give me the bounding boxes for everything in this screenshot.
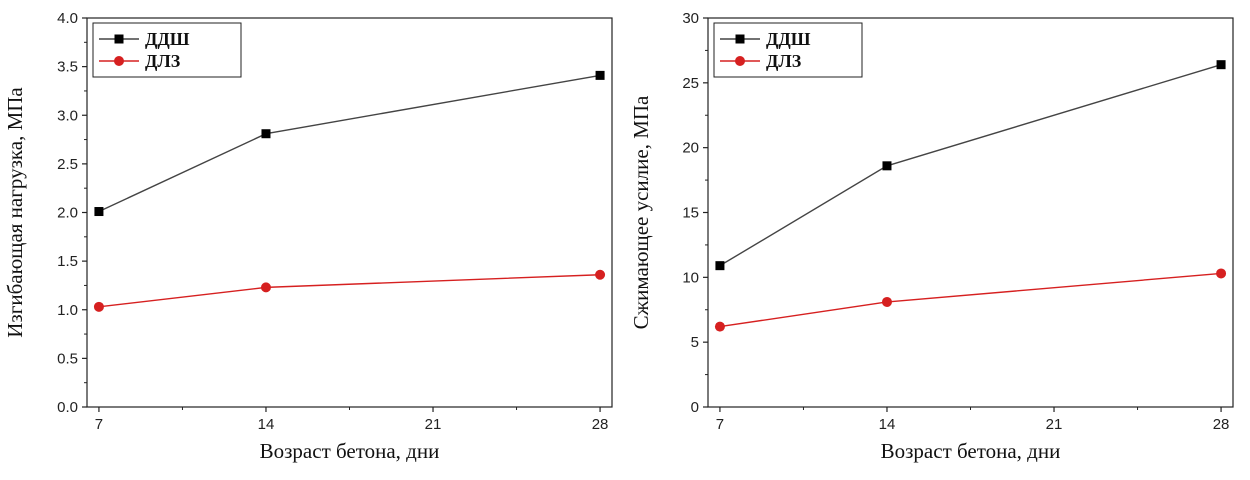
data-point: [94, 207, 104, 217]
x-tick-label: 7: [716, 416, 724, 433]
data-point: [595, 70, 605, 80]
data-point: [260, 282, 271, 293]
y-tick-label: 1.5: [57, 253, 78, 270]
x-tick-label: 21: [425, 416, 442, 433]
chart-1: 0.0 0.5 1.0 1.5 2.0 2.5 3.0 3.5 4.0 7 14 21 28 Возрас…: [3, 10, 613, 463]
series-line-1: [98, 74, 601, 213]
x-tick-label: 7: [95, 416, 103, 433]
chart-2: 0 5 10 15 20 25 30 7 14 21 28 Возраст бетона, дни Сж…: [629, 10, 1234, 463]
legend-marker: [735, 56, 745, 66]
legend-label: ДДШ: [145, 29, 190, 49]
y-tick-label: 0: [691, 399, 699, 416]
legend-marker: [735, 34, 745, 44]
data-point: [261, 129, 271, 139]
legend-label: ДДШ: [766, 29, 811, 49]
y-tick-label: 1.0: [57, 302, 78, 319]
series-line-2: [719, 272, 1222, 328]
x-tick-label: 14: [879, 416, 896, 433]
y-tick-label: 30: [682, 10, 699, 27]
data-point: [882, 161, 892, 171]
data-point: [1216, 60, 1226, 70]
y-tick-label: 3.5: [57, 59, 78, 76]
y-tick-label: 0.0: [57, 399, 78, 416]
series-line-1: [719, 64, 1222, 267]
series-line-2: [98, 274, 601, 308]
x-axis-title: Возраст бетона, дни: [881, 439, 1061, 463]
y-tick-label: 0.5: [57, 350, 78, 367]
legend-box: [713, 22, 863, 78]
x-tick-label: 28: [1213, 416, 1230, 433]
data-point: [93, 301, 104, 312]
y-tick-label: 10: [682, 269, 699, 286]
y-tick-label: 5: [691, 334, 699, 351]
x-axis-title: Возраст бетона, дни: [260, 439, 440, 463]
y-tick-label: 2.0: [57, 205, 78, 222]
data-point: [715, 261, 725, 271]
y-tick-label: 3.0: [57, 107, 78, 124]
legend-label: ДЛЗ: [145, 51, 181, 71]
data-point: [881, 296, 892, 307]
legend-box: [92, 22, 242, 78]
x-tick-label: 14: [258, 416, 275, 433]
y-axis-title: Сжимающее усилие, МПа: [629, 95, 653, 329]
x-tick-label: 28: [592, 416, 609, 433]
y-axis-title: Изгибающая нагрузка, МПа: [3, 87, 27, 338]
x-tick-label: 21: [1046, 416, 1063, 433]
y-tick-label: 25: [682, 75, 699, 92]
data-point: [1216, 268, 1227, 279]
data-point: [595, 269, 606, 280]
y-tick-label: 20: [682, 140, 699, 157]
data-point: [714, 321, 725, 332]
y-tick-label: 2.5: [57, 156, 78, 173]
legend-marker: [114, 34, 124, 44]
y-tick-label: 15: [682, 205, 699, 222]
legend-label: ДЛЗ: [766, 51, 802, 71]
y-tick-label: 4.0: [57, 10, 78, 27]
legend-marker: [114, 56, 124, 66]
